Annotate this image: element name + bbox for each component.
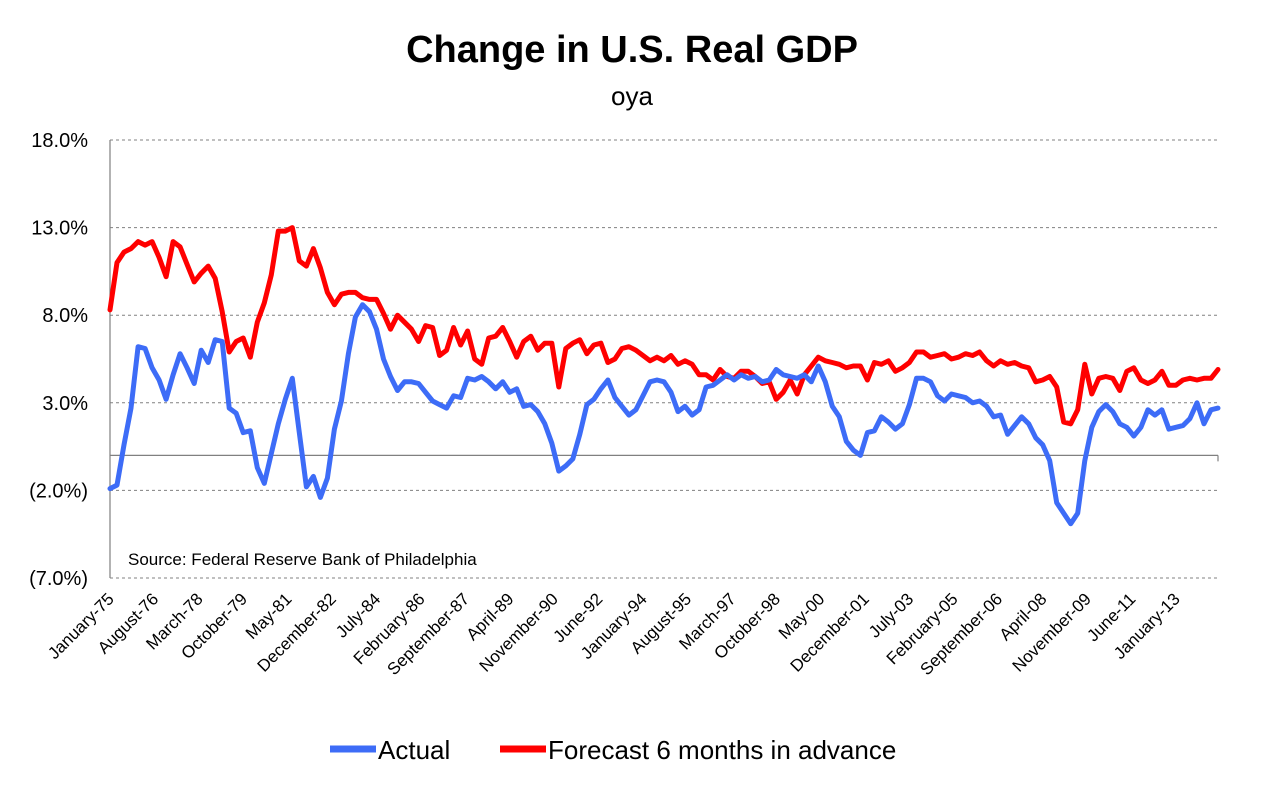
y-tick-label: 3.0% — [42, 393, 88, 415]
y-tick-label: (2.0%) — [29, 480, 88, 502]
source-note: Source: Federal Reserve Bank of Philadel… — [128, 550, 477, 569]
series-line-actual — [107, 302, 1221, 527]
series-line-forecast — [107, 225, 1221, 427]
y-axis-ticks: 18.0% 13.0% 8.0% 3.0% (2.0%) (7.0%) — [29, 130, 88, 590]
x-axis-ticks: January-75August-76March-78October-79May… — [44, 589, 1184, 679]
series-lines — [107, 225, 1221, 527]
axes — [109, 140, 1219, 578]
legend: Actual Forecast 6 months in advance — [330, 735, 896, 765]
x-tick-label: December-01 — [787, 589, 873, 675]
y-tick-label: 13.0% — [31, 218, 88, 240]
gridlines — [110, 139, 1218, 579]
y-tick-label: 8.0% — [42, 305, 88, 327]
chart-title: Change in U.S. Real GDP — [406, 29, 858, 71]
y-tick-label: (7.0%) — [29, 568, 88, 590]
legend-label-forecast: Forecast 6 months in advance — [548, 735, 896, 765]
legend-label-actual: Actual — [378, 735, 450, 765]
chart-subtitle: oya — [611, 81, 653, 111]
y-tick-label: 18.0% — [31, 130, 88, 152]
x-tick-label: December-82 — [254, 589, 340, 675]
x-tick-label: November-09 — [1009, 589, 1095, 675]
